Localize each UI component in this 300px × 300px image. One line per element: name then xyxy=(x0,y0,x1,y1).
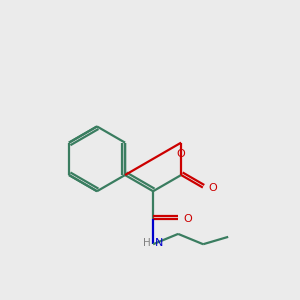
Text: H: H xyxy=(143,238,151,248)
Text: O: O xyxy=(176,149,185,159)
Text: O: O xyxy=(208,182,217,193)
Text: O: O xyxy=(183,214,192,224)
Text: N: N xyxy=(155,238,163,248)
